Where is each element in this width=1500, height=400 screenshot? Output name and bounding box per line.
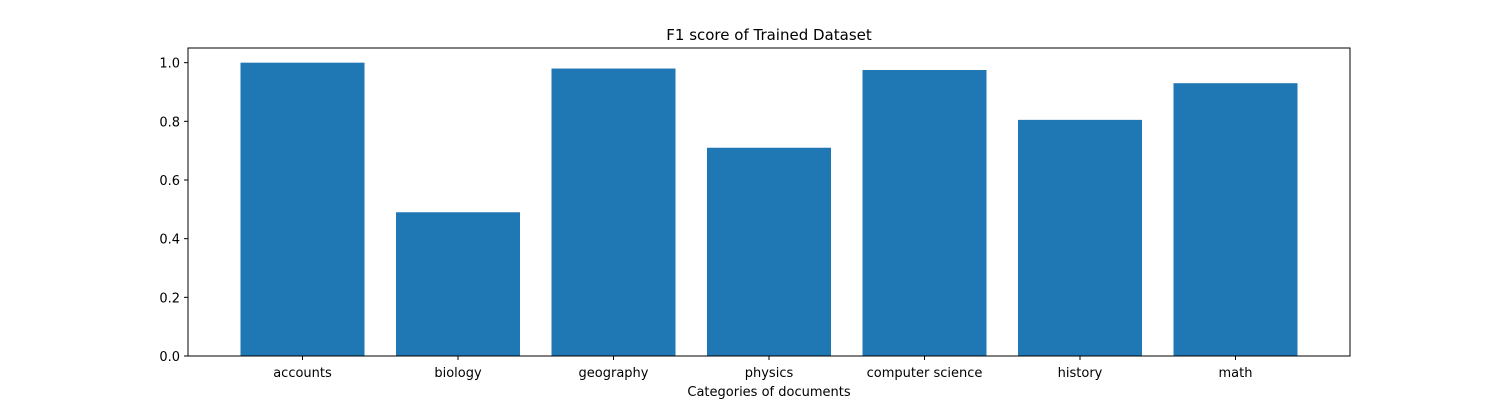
bar-biology [396, 212, 520, 356]
bar-geography [551, 68, 676, 357]
bar-math [1173, 83, 1298, 356]
x-axis-label: Categories of documents [687, 385, 850, 400]
x-tick-label: physics [745, 366, 794, 381]
chart-title: F1 score of Trained Dataset [666, 26, 872, 44]
y-axis-ticks: 0.0 0.2 0.4 0.6 0.8 1.0 [159, 57, 188, 365]
x-tick-label: biology [434, 366, 482, 381]
y-tick-label: 0.4 [159, 233, 180, 248]
y-tick-label: 0.6 [159, 174, 180, 189]
x-axis-ticks: accounts biology geography physics computer … [273, 356, 1252, 381]
y-tick-label: 0.0 [159, 350, 180, 365]
plot-frame [187, 47, 1351, 357]
y-tick-label: 1.0 [159, 57, 180, 72]
bar-physics [707, 147, 831, 356]
x-tick-label: math [1219, 366, 1253, 381]
y-tick-label: 0.8 [159, 115, 180, 130]
bar-accounts [240, 62, 365, 357]
x-tick-label: history [1058, 366, 1103, 381]
bar-history [1018, 119, 1142, 356]
x-tick-label: computer science [867, 366, 983, 381]
bars-group [240, 62, 1298, 357]
y-tick-label: 0.2 [159, 291, 180, 306]
x-tick-label: accounts [273, 366, 332, 381]
bar-computer-science [862, 70, 987, 356]
x-tick-label: geography [579, 366, 649, 381]
